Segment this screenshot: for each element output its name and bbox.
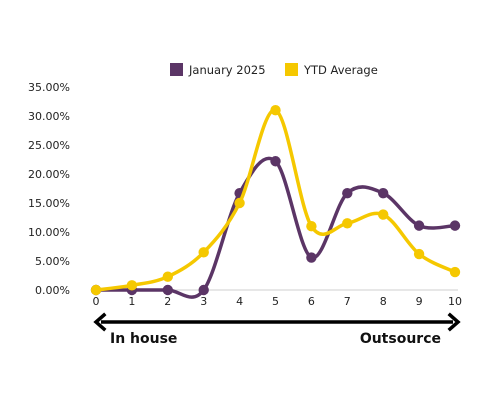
legend-swatch <box>285 63 298 76</box>
data-point <box>306 252 317 263</box>
x-axis: 0 1 2 3 4 5 6 7 8 9 10 <box>93 289 462 308</box>
data-point <box>234 197 245 209</box>
y-tick-label: 5.00% <box>35 255 70 268</box>
y-tick-label: 0.00% <box>35 284 70 297</box>
x-tick-label: 5 <box>272 295 279 308</box>
arrow-head-left <box>93 312 107 332</box>
data-point <box>162 284 173 296</box>
data-point <box>449 220 461 231</box>
data-point <box>270 156 281 167</box>
data-point <box>342 218 353 229</box>
data-point <box>90 284 102 296</box>
data-point <box>270 105 281 116</box>
data-point <box>198 284 209 296</box>
x-tick-label: 2 <box>164 295 171 308</box>
y-tick-label: 25.00% <box>28 139 70 152</box>
series-line <box>94 156 457 299</box>
x-tick-label: 9 <box>416 295 423 308</box>
data-point <box>162 271 173 282</box>
x-tick-label: 8 <box>380 295 387 308</box>
x-tick-label: 6 <box>308 295 315 308</box>
x-tick-label: 10 <box>448 295 462 308</box>
y-tick-label: 30.00% <box>28 110 70 123</box>
x-tick-label: 1 <box>128 295 135 308</box>
series-ytd-average <box>90 105 461 296</box>
outsource-label: Outsource <box>360 331 441 347</box>
series-layer <box>90 105 461 299</box>
x-tick-label: 7 <box>344 295 351 308</box>
arrow-head-right <box>447 312 461 332</box>
y-tick-label: 35.00% <box>28 81 70 94</box>
series-line <box>94 108 457 292</box>
data-point <box>413 220 425 231</box>
direction-arrow <box>93 312 461 332</box>
chart-legend: January 2025 YTD Average <box>170 63 378 77</box>
y-tick-label: 10.00% <box>28 226 70 239</box>
data-point <box>378 187 389 199</box>
y-tick-label: 15.00% <box>28 197 70 210</box>
data-point <box>413 248 425 260</box>
legend-label: YTD Average <box>303 63 378 77</box>
data-point <box>449 266 461 278</box>
x-tick-label: 0 <box>93 295 100 308</box>
series-january-2025 <box>90 156 461 299</box>
data-point <box>198 247 209 258</box>
data-point <box>306 221 317 232</box>
legend-label: January 2025 <box>188 63 266 77</box>
x-tick-label: 3 <box>200 295 207 308</box>
y-axis: 0.00% 5.00% 10.00% 15.00% 20.00% 25.00% 30.00%… <box>28 81 70 297</box>
data-point <box>378 209 389 220</box>
x-tick-label: 4 <box>236 295 243 308</box>
y-tick-label: 20.00% <box>28 168 70 181</box>
legend-swatch <box>170 63 183 76</box>
data-point <box>342 187 353 199</box>
data-point <box>126 280 138 291</box>
in-house-label: In house <box>110 331 177 347</box>
